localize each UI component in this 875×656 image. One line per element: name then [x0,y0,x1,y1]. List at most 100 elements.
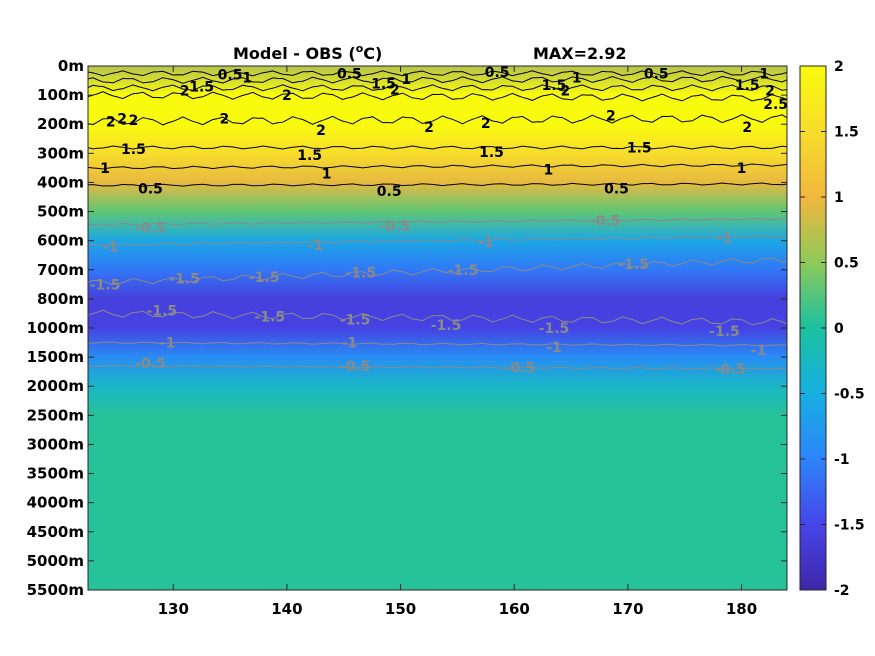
x-tick-label: 160 [499,600,530,618]
contour-label-positive: 1.5 [121,142,146,158]
x-tick-label: 180 [726,600,757,618]
contour-label-negative: -0.5 [590,213,621,229]
contour-label-positive: 1 [100,161,110,177]
y-tick-label: 2000m [27,377,84,395]
contour-label-positive: 0.5 [218,68,243,84]
contour-label-positive: 2 [316,123,326,139]
contour-label-positive: 2.5 [763,97,788,113]
y-tick-label: 4500m [27,523,84,541]
contour-label-negative: -1 [478,235,494,251]
y-tick-label: 4000m [27,494,84,512]
y-tick-label: 100m [37,86,84,104]
x-tick-label: 130 [158,600,189,618]
colorbar-tick-label: 1.5 [834,125,859,141]
colorbar-tick-label: 0.5 [834,256,859,272]
contour-label-positive: 2 [106,114,116,130]
contour-label-positive: 0.5 [377,184,402,200]
contour-label-negative: -1.5 [169,272,200,288]
contour-label-negative: -1.5 [147,304,178,320]
contour-label-negative: -1.5 [340,312,371,328]
y-tick-label: 400m [37,173,84,191]
contour-label-positive: 1 [737,161,747,177]
contour-label-positive: 2 [765,84,775,100]
contour-label-positive: 2 [282,88,292,104]
colorbar-tick-label: -1 [834,452,850,468]
x-axis: 130 140 150 160 170 180 [158,66,757,618]
contour-label-negative: -1.5 [448,263,479,279]
contour-label-negative: -1.5 [431,318,462,334]
contour-label-positive: 2 [220,111,230,127]
contour-label-negative: -1.5 [618,257,649,273]
colorbar-tick-label: -1.5 [834,518,865,534]
contour-label-positive: 1 [543,162,553,178]
contour-label-positive: 0.5 [337,66,362,82]
contour-label-positive: 0.5 [485,65,510,81]
y-tick-label: 200m [37,115,84,133]
y-tick-label: 600m [37,232,84,250]
y-tick-label: 2500m [27,406,84,424]
contour-line-negative [88,257,787,286]
contour-label-positive: 2 [481,116,491,132]
contour-label-negative: -1.5 [90,277,121,293]
contour-label-negative: -1.5 [249,270,280,286]
contour-line-positive [88,91,787,102]
x-tick-label: 150 [385,600,416,618]
y-tick-label: 0m [58,57,84,75]
contour-line-positive [88,84,787,92]
contour-label-negative: -0.5 [715,362,746,378]
contour-label-negative: -0.5 [135,221,166,237]
contour-line-negative [88,309,787,326]
y-tick-label: 700m [37,261,84,279]
contour-label-negative: -1.5 [345,266,376,282]
contour-label-positive: 1.5 [297,148,322,164]
contour-label-positive: 1 [759,66,769,82]
colorbar-tick-label: 1 [834,190,844,206]
contour-label-positive: 0.5 [138,181,163,197]
colorbar: 2 1.5 1 0.5 0 -0.5 -1 -1.5 -2 [799,59,865,599]
contour-line-negative [88,341,787,347]
x-tick-label: 170 [612,600,643,618]
contour-label-positive: 1.5 [371,76,396,92]
colorbar-tick-label: 0 [834,321,844,337]
contour-label-positive: 0.5 [644,66,669,82]
contour-label-negative: -1 [342,336,358,352]
contour-label-negative: -1 [751,343,767,359]
contour-label-negative: -0.5 [135,356,166,372]
contour-label-negative: -1.5 [709,324,740,340]
x-tick-label: 140 [271,600,302,618]
title-unit-after: C) [363,44,382,63]
contour-label-negative: -1 [546,340,562,356]
y-tick-label: 500m [37,203,84,221]
y-axis: 0m 100m 200m 300m 400m 500m 600m 700m 800m 1000m 1… [27,57,787,599]
title-right: MAX=2.92 [533,44,627,63]
heatmap-field [88,66,787,590]
y-tick-label: 1500m [27,348,84,366]
contour-label-positive: 2 [424,120,434,136]
contour-label-positive: 1.5 [735,78,760,94]
contour-label-positive: 2 [606,108,616,124]
contour-line-negative [88,235,787,246]
contour-label-negative: -1 [103,239,119,255]
contour-line-positive [88,182,787,187]
chart-title: Model - OBS (oC) MAX=2.92 [233,42,627,63]
contour-label-negative: -1 [717,231,733,247]
y-tick-label: 3000m [27,435,84,453]
title-unit-sup: o [356,42,364,55]
contour-label-positive: 1 [322,167,332,183]
contour-lines [88,70,787,370]
contour-line-negative [88,217,787,226]
contour-label-negative: -1.5 [255,309,286,325]
contour-label-positive: 1.5 [627,141,652,157]
contour-label-positive: 2 [180,84,190,100]
contour-label-positive: 1 [401,72,411,88]
contour-label-positive: 2 [117,111,127,127]
contour-label-positive: 1 [572,71,582,87]
contour-label-positive: 2 [129,113,139,129]
contour-label-negative: -1 [160,336,176,352]
y-tick-label: 800m [37,290,84,308]
contour-label-negative: -0.5 [340,359,371,375]
contour-label-positive: 2 [742,120,752,136]
